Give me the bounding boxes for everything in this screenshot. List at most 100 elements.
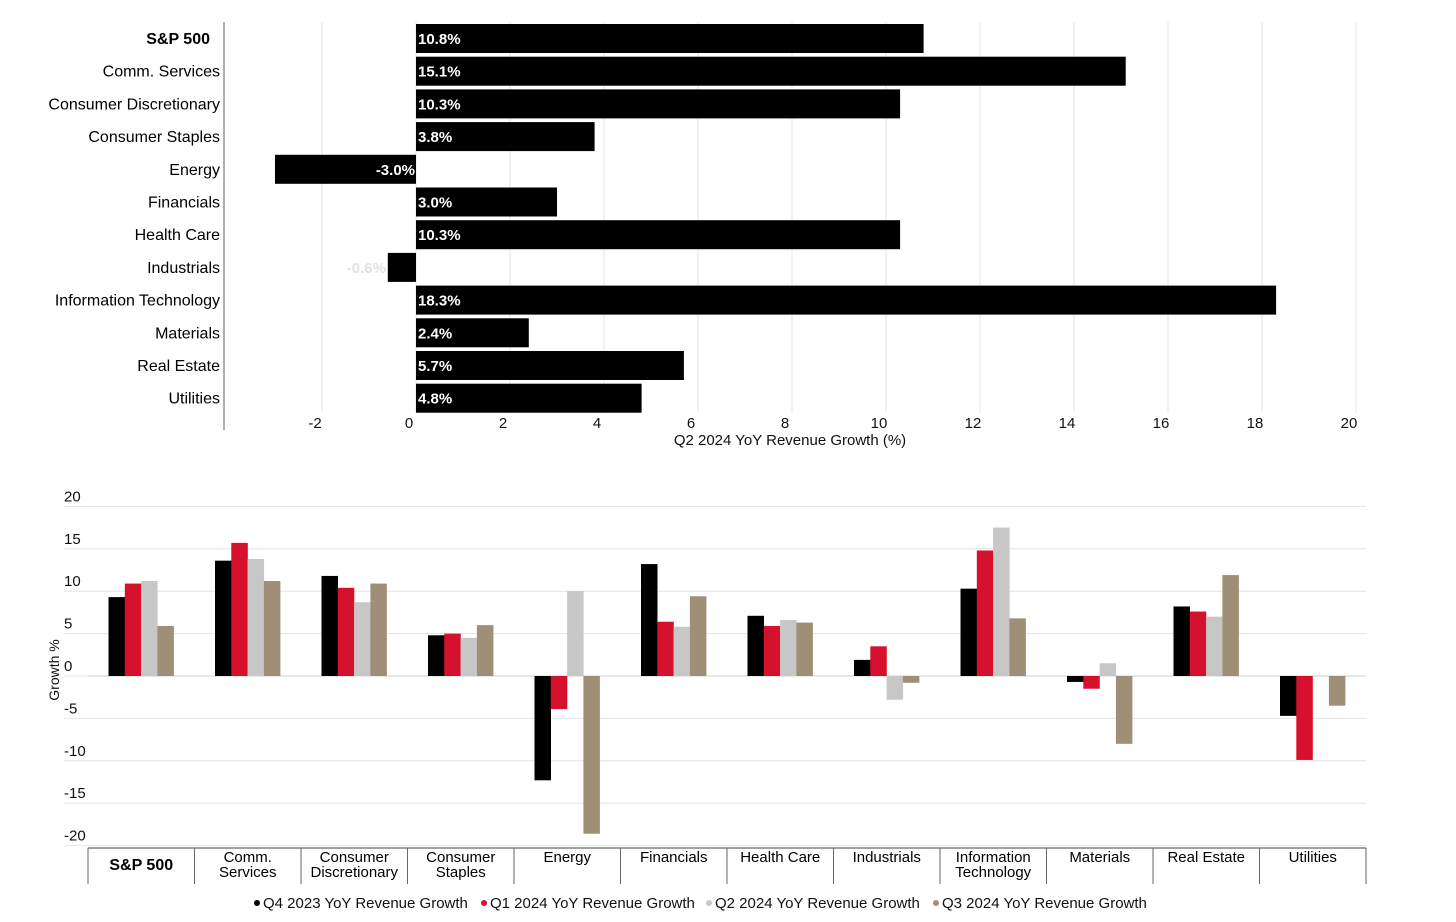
bar-real-estate-q1-2024-yoy-revenue-growth xyxy=(1189,611,1207,676)
tick-label-x-4: 4 xyxy=(593,415,601,432)
tick-label-x-20: 20 xyxy=(1341,415,1358,432)
legend-marker-q1-2024-yoy-revenue-growth xyxy=(481,900,487,906)
bar-consumer-staples-q4-2023-yoy-revenue-growth xyxy=(428,635,445,676)
category-label-materials: Materials xyxy=(155,325,220,342)
bar-utilities-q3-2024-yoy-revenue-growth xyxy=(1328,676,1346,706)
tick-label-y-20: -20 xyxy=(64,828,86,845)
data-label-information-technology: 18.3% xyxy=(418,293,461,310)
category-label-information-technology: Information Technology xyxy=(55,293,220,310)
data-label-financials: 3.0% xyxy=(418,195,452,212)
category-label-health-care: Health Care xyxy=(740,849,820,866)
bar-health-care-q4-2023-yoy-revenue-growth xyxy=(747,615,764,676)
bar-consumer-staples xyxy=(416,122,595,152)
tick-label-y-0: 0 xyxy=(64,658,72,675)
category-label-comm-services-line-1: Comm. xyxy=(224,849,272,866)
bar-financials-q3-2024-yoy-revenue-growth xyxy=(689,596,707,676)
category-label-consumer-staples-line-2: Staples xyxy=(436,864,486,881)
bar-consumer-discretionary-q2-2024-yoy-revenue-growth xyxy=(354,602,371,676)
bar-utilities-q2-2024-yoy-revenue-growth xyxy=(1312,676,1330,677)
tick-label-x-2: -2 xyxy=(308,415,321,432)
legend-marker-q4-2023-yoy-revenue-growth xyxy=(254,900,260,906)
tick-label-y-10: 10 xyxy=(64,573,81,590)
bar-financials xyxy=(416,187,557,217)
bar-industrials-q4-2023-yoy-revenue-growth xyxy=(854,659,871,676)
bar-consumer-discretionary-q1-2024-yoy-revenue-growth xyxy=(337,587,355,676)
bar-health-care-q1-2024-yoy-revenue-growth xyxy=(763,625,781,676)
data-label-consumer-discretionary: 10.3% xyxy=(418,96,461,113)
bar-industrials-q2-2024-yoy-revenue-growth xyxy=(886,676,904,700)
category-label-sandp-500: S&P 500 xyxy=(146,31,210,48)
data-label-energy: -3.0% xyxy=(376,162,415,179)
bar-sandp-500-q3-2024-yoy-revenue-growth xyxy=(157,625,174,676)
category-label-industrials: Industrials xyxy=(147,260,220,277)
tick-label-x-14: 14 xyxy=(1059,415,1076,432)
bar-industrials xyxy=(387,252,416,282)
tick-label-x-16: 16 xyxy=(1153,415,1170,432)
bar-real-estate-q4-2023-yoy-revenue-growth xyxy=(1173,606,1190,676)
bar-comm-services-q2-2024-yoy-revenue-growth xyxy=(247,558,265,676)
bar-sandp-500-q1-2024-yoy-revenue-growth xyxy=(124,583,142,676)
category-label-utilities: Utilities xyxy=(1289,849,1337,866)
tick-label-x-18: 18 xyxy=(1247,415,1264,432)
bar-consumer-staples-q1-2024-yoy-revenue-growth xyxy=(444,633,461,676)
category-label-information-technology-line-2: Technology xyxy=(955,864,1031,881)
bar-energy-q2-2024-yoy-revenue-growth xyxy=(567,591,584,676)
category-label-financials: Financials xyxy=(148,195,220,212)
bar-financials-q4-2023-yoy-revenue-growth xyxy=(641,564,658,676)
category-label-materials: Materials xyxy=(1069,849,1130,866)
tick-label-x-8: 8 xyxy=(781,415,789,432)
tick-label-x-2: 2 xyxy=(499,415,507,432)
tick-label-y-5: -5 xyxy=(64,700,77,717)
bar-materials xyxy=(416,318,529,348)
bar-information-technology-q1-2024-yoy-revenue-growth xyxy=(976,550,994,676)
bar-materials-q3-2024-yoy-revenue-growth xyxy=(1115,676,1133,744)
data-label-comm-services: 15.1% xyxy=(418,64,461,81)
data-label-sandp-500: 10.8% xyxy=(418,31,461,48)
bar-information-technology-q2-2024-yoy-revenue-growth xyxy=(993,527,1010,676)
bar-utilities xyxy=(416,383,642,413)
category-label-energy: Energy xyxy=(169,162,220,179)
data-label-industrials: -0.6% xyxy=(347,260,386,277)
category-label-energy: Energy xyxy=(543,849,591,866)
data-label-materials: 2.4% xyxy=(418,325,452,342)
bar-energy-q3-2024-yoy-revenue-growth xyxy=(583,676,600,834)
bar-energy xyxy=(275,154,416,184)
category-label-consumer-discretionary-line-1: Consumer xyxy=(320,849,389,866)
tick-label-x-6: 6 xyxy=(687,415,695,432)
category-label-real-estate: Real Estate xyxy=(1167,849,1245,866)
bar-consumer-discretionary xyxy=(416,89,901,119)
category-label-utilities: Utilities xyxy=(168,391,220,408)
category-label-industrials: Industrials xyxy=(853,849,921,866)
category-label-consumer-discretionary-line-2: Discretionary xyxy=(310,864,398,881)
bar-energy-q4-2023-yoy-revenue-growth xyxy=(534,676,551,781)
legend-label-q2-2024-yoy-revenue-growth: Q2 2024 YoY Revenue Growth xyxy=(715,895,920,912)
category-label-information-technology-line-1: Information xyxy=(956,849,1031,866)
tick-label-y-10: -10 xyxy=(64,743,86,760)
bar-materials-q4-2023-yoy-revenue-growth xyxy=(1067,676,1084,682)
bar-sandp-500-q2-2024-yoy-revenue-growth xyxy=(141,581,158,676)
bar-comm-services xyxy=(416,56,1126,86)
tick-label-x-12: 12 xyxy=(965,415,982,432)
legend-marker-q3-2024-yoy-revenue-growth xyxy=(933,900,939,906)
tick-label-y-15: 15 xyxy=(64,531,81,548)
bar-materials-q2-2024-yoy-revenue-growth xyxy=(1099,663,1117,676)
x-axis-title: Q2 2024 YoY Revenue Growth (%) xyxy=(674,432,906,449)
category-label-real-estate: Real Estate xyxy=(137,358,220,375)
data-label-real-estate: 5.7% xyxy=(418,358,452,375)
bar-consumer-discretionary-q4-2023-yoy-revenue-growth xyxy=(321,575,338,676)
category-label-consumer-staples-line-1: Consumer xyxy=(426,849,495,866)
tick-label-y-20: 20 xyxy=(64,488,81,505)
y-axis-title: Growth % xyxy=(46,639,62,700)
category-label-consumer-staples: Consumer Staples xyxy=(88,129,220,146)
tick-label-y-5: 5 xyxy=(64,616,72,633)
bar-utilities-q1-2024-yoy-revenue-growth xyxy=(1296,676,1313,760)
bar-industrials-q1-2024-yoy-revenue-growth xyxy=(870,646,887,676)
tick-label-x-0: 0 xyxy=(405,415,413,432)
category-label-comm-services: Comm. Services xyxy=(103,64,220,81)
bar-real-estate xyxy=(416,351,684,380)
legend-label-q3-2024-yoy-revenue-growth: Q3 2024 YoY Revenue Growth xyxy=(942,895,1147,912)
legend-label-q1-2024-yoy-revenue-growth: Q1 2024 YoY Revenue Growth xyxy=(490,895,695,912)
category-label-sandp-500: S&P 500 xyxy=(109,857,173,874)
